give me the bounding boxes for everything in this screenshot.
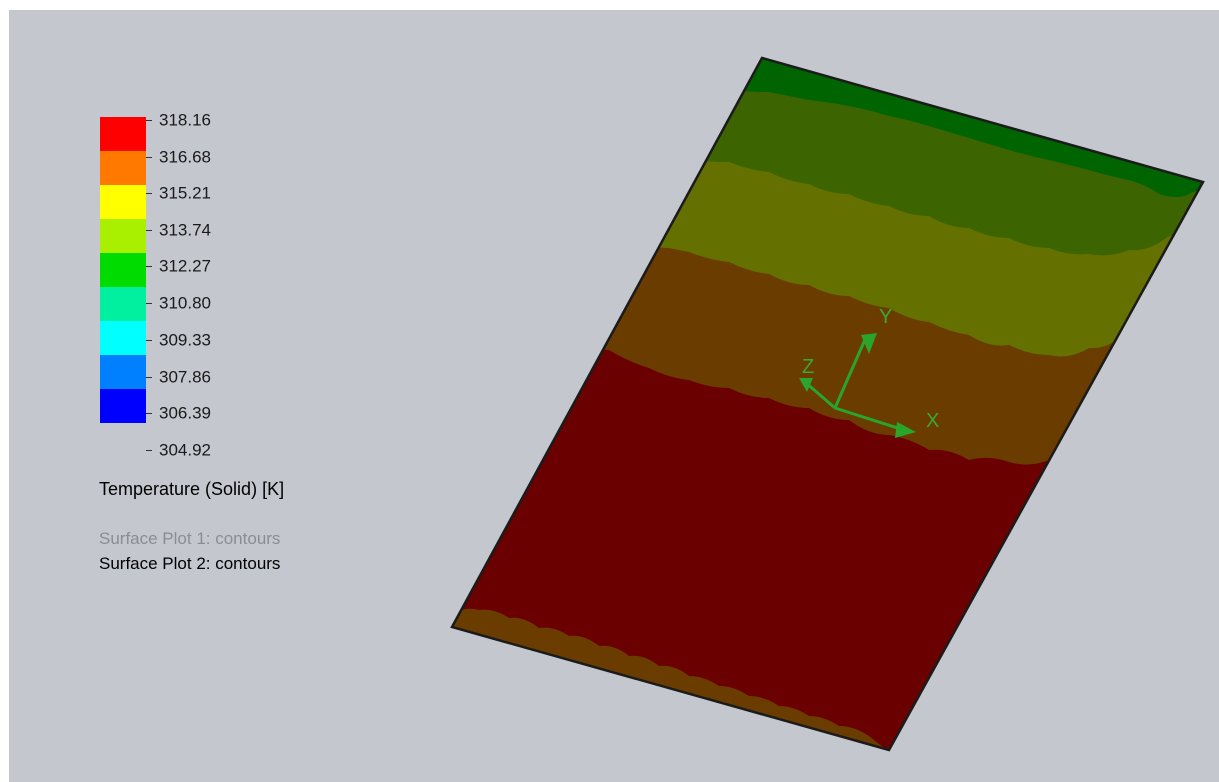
legend-tick-mark (146, 303, 152, 304)
legend-tick-label: 315.21 (159, 183, 211, 203)
legend-tick-mark (146, 413, 152, 414)
surface-plot-1-entry[interactable]: Surface Plot 1: contours (99, 529, 281, 548)
plate-edge (450, 56, 1205, 752)
y-axis-label: Y (879, 306, 892, 328)
surface-band-top (452, 58, 1203, 197)
x-axis-line (834, 406, 908, 433)
x-axis-label: X (926, 410, 939, 432)
legend-tick-label: 318.16 (159, 110, 211, 130)
legend-band (100, 117, 146, 151)
legend-tick-mark (146, 377, 152, 378)
graphics-viewport[interactable]: 318.16 316.68 315.21 313.74 312.27 310.80 309.… (9, 10, 1219, 782)
y-axis-arrowhead (861, 333, 877, 354)
legend-tick-label: 312.27 (159, 256, 211, 276)
legend-tick-mark (146, 450, 152, 451)
legend-tick-mark (146, 266, 152, 267)
legend-tick-label: 313.74 (159, 220, 211, 240)
z-axis-line (804, 380, 836, 410)
legend-tick-mark (146, 193, 152, 194)
legend-tick-label: 316.68 (159, 147, 211, 167)
legend-band (100, 219, 146, 253)
legend-quantity-label: Temperature (Solid) [K] (99, 479, 285, 499)
z-axis-label: Z (802, 356, 814, 378)
legend-tick-mark (146, 157, 152, 158)
legend-tick-label: 310.80 (159, 293, 211, 313)
legend-tick-label: 309.33 (159, 330, 211, 350)
legend-tick-label: 304.92 (159, 440, 211, 460)
legend-tick-mark (146, 340, 152, 341)
y-axis-line (833, 334, 869, 409)
legend-band (100, 151, 146, 185)
surface-plot-2-entry[interactable]: Surface Plot 2: contours (99, 554, 281, 573)
legend-band (100, 287, 146, 321)
legend-tick-mark (146, 230, 152, 231)
legend-band (100, 253, 146, 287)
coordinate-triad[interactable]: Y X Z (799, 306, 939, 438)
color-bar (100, 117, 146, 457)
legend-band (100, 355, 146, 389)
legend-tick-label: 307.86 (159, 367, 211, 387)
legend-tick-mark (146, 120, 152, 121)
legend-tick-label: 306.39 (159, 403, 211, 423)
model-scene[interactable]: Y X Z (9, 10, 1219, 782)
legend-band (100, 389, 146, 423)
temperature-surface[interactable] (409, 10, 1219, 782)
x-axis-arrowhead (895, 422, 916, 438)
legend-band (100, 321, 146, 355)
z-axis-arrowhead (799, 378, 813, 392)
legend-band (100, 185, 146, 219)
